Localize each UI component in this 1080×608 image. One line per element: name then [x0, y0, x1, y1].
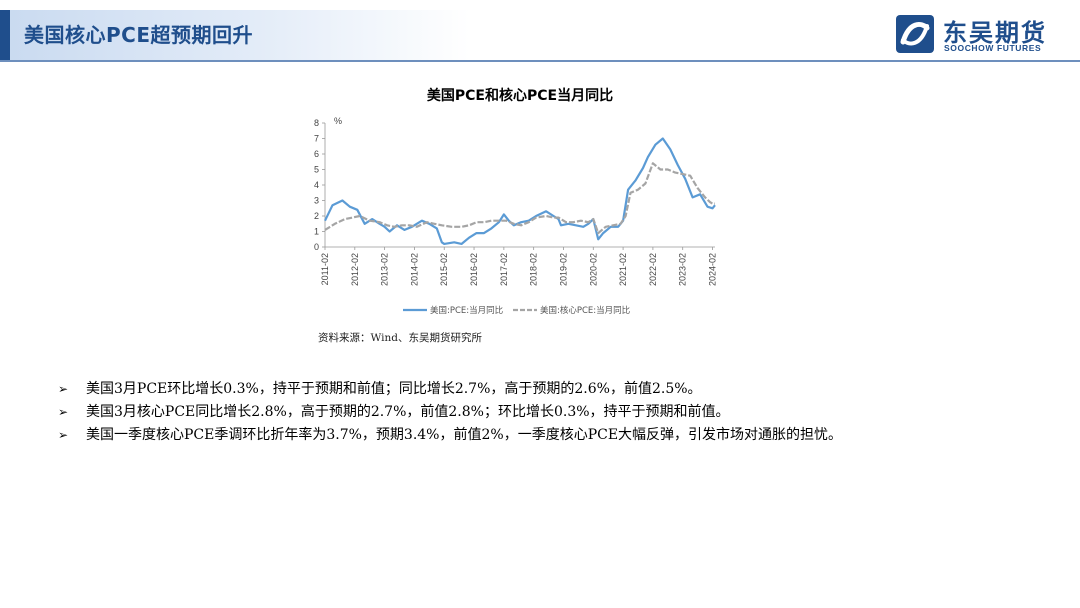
chart-axes: 0 1 2 3 4 5 6 7 8 2011-02 2012-02 2013-02 2014-02 201…: [314, 118, 718, 286]
logo-text-cn: 东吴期货: [943, 19, 1047, 47]
logo-text-en: SOOCHOW FUTURES: [944, 43, 1042, 53]
x-tick-label: 2013-02: [380, 253, 390, 286]
x-tick-label: 2018-02: [529, 253, 539, 286]
company-logo: 东吴期货 SOOCHOW FUTURES: [895, 12, 1070, 56]
slide-title: 美国核心PCE超预期回升: [24, 23, 253, 47]
x-tick-label: 2023-02: [678, 253, 688, 286]
x-tick-label: 2011-02: [320, 253, 330, 285]
x-tick-label: 2019-02: [558, 253, 568, 286]
chart-legend: 美国:PCE:当月同比 美国:核心PCE:当月同比: [403, 305, 630, 316]
pce-chart: 美国PCE和核心PCE当月同比 % 0 1 2 3 4 5 6 7 8 2011-02 2012-0…: [314, 87, 718, 316]
y-tick-label: 8: [314, 118, 319, 128]
x-tick-label: 2012-02: [350, 253, 360, 286]
bullet-text: 美国3月核心PCE同比增长2.8%，高于预期的2.7%，前值2.8%；环比增长0…: [86, 404, 730, 420]
y-tick-label: 6: [314, 149, 319, 159]
bullet-item: ➢ 美国一季度核心PCE季调环比折年率为3.7%，预期3.4%，前值2%，一季度核…: [58, 424, 1058, 447]
bullet-text: 美国3月PCE环比增长0.3%，持平于预期和前值；同比增长2.7%，高于预期的2…: [86, 381, 702, 397]
header-accent: [0, 10, 10, 60]
slide-header: 美国核心PCE超预期回升 东吴期货 SOOCHOW FUTURES: [0, 0, 1080, 64]
y-tick-label: 7: [314, 134, 319, 144]
bullet-arrow-icon: ➢: [58, 405, 69, 419]
y-tick-label: 5: [314, 165, 319, 175]
y-tick-label: 1: [314, 227, 319, 237]
header-band: [0, 10, 470, 60]
y-tick-label: 3: [314, 196, 319, 206]
y-tick-label: 4: [314, 180, 319, 190]
series-line-core-pce: [324, 162, 715, 235]
chart-title: 美国PCE和核心PCE当月同比: [427, 87, 613, 104]
x-tick-label: 2024-02: [708, 253, 718, 286]
legend-label: 美国:核心PCE:当月同比: [540, 305, 630, 316]
bullet-item: ➢ 美国3月PCE环比增长0.3%，持平于预期和前值；同比增长2.7%，高于预期的…: [58, 378, 1058, 401]
bullet-list: ➢ 美国3月PCE环比增长0.3%，持平于预期和前值；同比增长2.7%，高于预期的…: [58, 378, 1058, 447]
y-tick-label: 0: [314, 242, 319, 252]
x-tick-label: 2020-02: [588, 253, 598, 286]
bullet-arrow-icon: ➢: [58, 382, 69, 396]
x-tick-label: 2016-02: [469, 253, 479, 286]
x-tick-label: 2015-02: [439, 253, 449, 286]
bullet-arrow-icon: ➢: [58, 428, 69, 442]
chart-lines: [324, 137, 716, 245]
logo-mark-icon: [896, 15, 934, 53]
series-line-pce: [324, 137, 716, 245]
bullet-item: ➢ 美国3月核心PCE同比增长2.8%，高于预期的2.7%，前值2.8%；环比增长…: [58, 401, 1058, 424]
header-divider: [0, 60, 1080, 62]
y-tick-label: 2: [314, 211, 319, 221]
y-axis-unit: %: [334, 116, 342, 126]
x-tick-label: 2022-02: [648, 253, 658, 286]
bullet-text: 美国一季度核心PCE季调环比折年率为3.7%，预期3.4%，前值2%，一季度核心…: [86, 427, 843, 443]
legend-label: 美国:PCE:当月同比: [430, 305, 503, 316]
x-tick-label: 2014-02: [409, 253, 419, 286]
x-tick-label: 2017-02: [499, 253, 509, 286]
source-note: 资料来源：Wind、东吴期货研究所: [318, 332, 482, 344]
x-tick-label: 2021-02: [618, 253, 628, 286]
